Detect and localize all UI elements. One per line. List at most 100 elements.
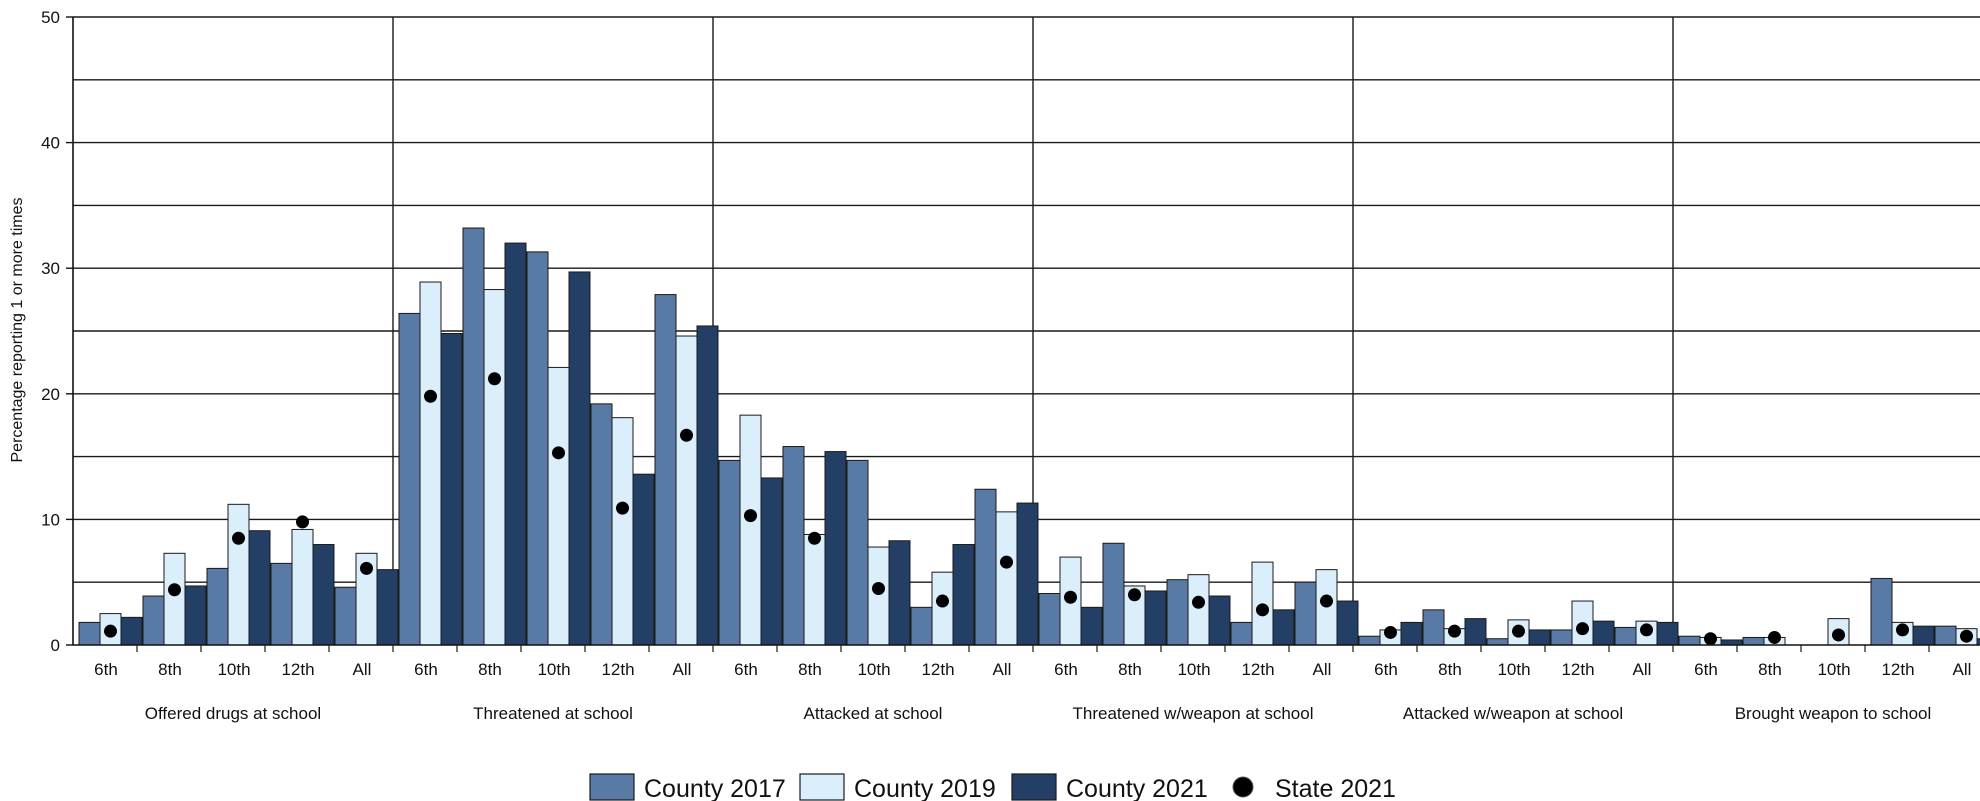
bar-threatened-at-school-all-county-2019 [675, 335, 698, 646]
bar-attacked-at-school-6th-county-2021 [760, 477, 783, 646]
legend-swatch-county-2021 [1011, 773, 1057, 801]
bar-attacked-w-weapon-at-school-12th-county-2021 [1592, 620, 1615, 646]
bar-attacked-w-weapon-at-school-all-county-2017 [1614, 626, 1637, 646]
bar-threatened-at-school-8th-county-2017 [462, 227, 485, 646]
bar-offered-drugs-at-school-10th-county-2021 [248, 530, 271, 646]
x-tick-label: 12th [281, 660, 314, 679]
axes [72, 17, 1980, 646]
dot-brought-weapon-to-school-all-state-2021 [1960, 629, 1973, 643]
bar-threatened-w-weapon-at-school-8th-county-2017 [1102, 542, 1125, 646]
x-tick-label: 8th [158, 660, 182, 679]
x-tick-label: All [673, 660, 692, 679]
bar-attacked-at-school-all-county-2021 [1016, 502, 1039, 646]
bar-brought-weapon-to-school-6th-county-2017 [1678, 635, 1701, 646]
bar-offered-drugs-at-school-all-county-2021 [376, 569, 399, 646]
x-tick-label: 12th [1241, 660, 1274, 679]
dot-threatened-at-school-8th-state-2021 [488, 372, 501, 386]
y-tick-labels: 0 10 20 30 40 50 [41, 8, 73, 655]
bar-threatened-w-weapon-at-school-10th-county-2017 [1166, 579, 1189, 646]
legend-label-county-2019: County 2019 [854, 775, 996, 801]
bar-offered-drugs-at-school-8th-county-2017 [142, 595, 165, 646]
x-tick-label: 10th [857, 660, 890, 679]
x-tick-label: All [1953, 660, 1972, 679]
dot-attacked-w-weapon-at-school-8th-state-2021 [1448, 624, 1461, 638]
y-tick-label: 40 [41, 134, 60, 153]
bar-attacked-at-school-6th-county-2019 [739, 414, 762, 646]
bar-threatened-w-weapon-at-school-10th-county-2019 [1187, 574, 1210, 646]
x-tick-label: All [993, 660, 1012, 679]
legend-swatch-county-2019 [799, 773, 845, 801]
bar-threatened-w-weapon-at-school-6th-county-2017 [1038, 593, 1061, 646]
bar-threatened-at-school-6th-county-2019 [419, 281, 442, 646]
dot-offered-drugs-at-school-12th-state-2021 [296, 515, 309, 529]
group-label-attacked-at-school: Attacked at school [804, 704, 943, 723]
dot-offered-drugs-at-school-10th-state-2021 [232, 531, 245, 545]
dot-attacked-at-school-6th-state-2021 [744, 509, 757, 523]
y-tick-label: 30 [41, 259, 60, 278]
group-label-brought-weapon-to-school: Brought weapon to school [1735, 704, 1932, 723]
bar-offered-drugs-at-school-6th-county-2021 [120, 616, 143, 646]
bar-offered-drugs-at-school-all-county-2017 [334, 586, 357, 646]
bar-attacked-w-weapon-at-school-6th-county-2017 [1358, 635, 1381, 646]
dot-brought-weapon-to-school-12th-state-2021 [1896, 623, 1909, 637]
legend-swatch-state-2021 [1232, 776, 1254, 798]
x-tick-label: 8th [1118, 660, 1142, 679]
group-labels: Offered drugs at school Threatened at sch… [145, 704, 1932, 723]
bar-offered-drugs-at-school-12th-county-2019 [291, 528, 314, 646]
dot-threatened-at-school-6th-state-2021 [424, 389, 437, 403]
x-tick-label: 10th [537, 660, 570, 679]
bar-offered-drugs-at-school-10th-county-2019 [227, 503, 250, 646]
dot-threatened-w-weapon-at-school-6th-state-2021 [1064, 590, 1077, 604]
y-axis-label: Percentage reporting 1 or more times [9, 197, 26, 462]
dot-attacked-at-school-12th-state-2021 [936, 594, 949, 608]
bar-threatened-at-school-all-county-2021 [696, 325, 719, 646]
bar-threatened-w-weapon-at-school-12th-county-2017 [1230, 621, 1253, 646]
dot-brought-weapon-to-school-10th-state-2021 [1832, 628, 1845, 642]
x-tick-label: 10th [1817, 660, 1850, 679]
bar-offered-drugs-at-school-8th-county-2019 [163, 552, 186, 646]
dot-brought-weapon-to-school-8th-state-2021 [1768, 630, 1781, 644]
dot-brought-weapon-to-school-6th-state-2021 [1704, 632, 1717, 646]
bar-threatened-w-weapon-at-school-all-county-2017 [1294, 581, 1317, 646]
x-tick-label: All [353, 660, 372, 679]
bar-threatened-at-school-8th-county-2019 [483, 289, 506, 646]
bar-threatened-at-school-10th-county-2021 [568, 271, 591, 646]
bar-threatened-at-school-6th-county-2017 [398, 312, 421, 646]
dot-attacked-at-school-8th-state-2021 [808, 531, 821, 545]
x-tick-label: 6th [734, 660, 758, 679]
bar-threatened-at-school-all-county-2017 [654, 294, 677, 646]
dot-offered-drugs-at-school-all-state-2021 [360, 561, 373, 575]
x-tick-label: 6th [1054, 660, 1078, 679]
dot-attacked-at-school-all-state-2021 [1000, 555, 1013, 569]
bar-offered-drugs-at-school-8th-county-2021 [184, 585, 207, 646]
bar-attacked-w-weapon-at-school-10th-county-2017 [1486, 638, 1509, 646]
bar-attacked-w-weapon-at-school-12th-county-2017 [1550, 629, 1573, 646]
x-tick-labels: 6th 8th 10th 12th All 6th 8th 10th 12th All 6th 8th… [94, 645, 1972, 679]
legend-label-state-2021: State 2021 [1275, 775, 1396, 801]
x-tick-label: 6th [94, 660, 118, 679]
bar-attacked-w-weapon-at-school-all-county-2021 [1656, 621, 1679, 646]
bar-threatened-at-school-10th-county-2019 [547, 366, 570, 646]
bar-threatened-w-weapon-at-school-8th-county-2021 [1144, 590, 1167, 646]
bar-attacked-w-weapon-at-school-8th-county-2021 [1464, 618, 1487, 646]
legend: County 2017 County 2019 County 2021 State 2… [589, 773, 1396, 801]
dot-attacked-w-weapon-at-school-6th-state-2021 [1384, 625, 1397, 639]
bar-attacked-at-school-10th-county-2017 [846, 459, 869, 646]
bar-attacked-w-weapon-at-school-6th-county-2021 [1400, 621, 1423, 646]
x-tick-label: 12th [1561, 660, 1594, 679]
legend-label-county-2017: County 2017 [644, 775, 786, 801]
bar-attacked-at-school-12th-county-2019 [931, 571, 954, 646]
y-tick-label: 0 [51, 636, 60, 655]
bar-brought-weapon-to-school-all-county-2021 [1976, 638, 1980, 646]
dot-offered-drugs-at-school-8th-state-2021 [168, 583, 181, 597]
bar-brought-weapon-to-school-12th-county-2021 [1912, 625, 1935, 646]
dot-threatened-w-weapon-at-school-12th-state-2021 [1256, 603, 1269, 617]
x-tick-label: 8th [1758, 660, 1782, 679]
x-tick-label: All [1313, 660, 1332, 679]
bar-offered-drugs-at-school-10th-county-2017 [206, 567, 229, 646]
group-label-threatened-w-weapon-at-school: Threatened w/weapon at school [1073, 704, 1314, 723]
bar-offered-drugs-at-school-12th-county-2017 [270, 562, 293, 646]
dot-threatened-at-school-all-state-2021 [680, 428, 693, 442]
bar-offered-drugs-at-school-6th-county-2017 [78, 621, 101, 646]
dot-attacked-w-weapon-at-school-all-state-2021 [1640, 623, 1653, 637]
